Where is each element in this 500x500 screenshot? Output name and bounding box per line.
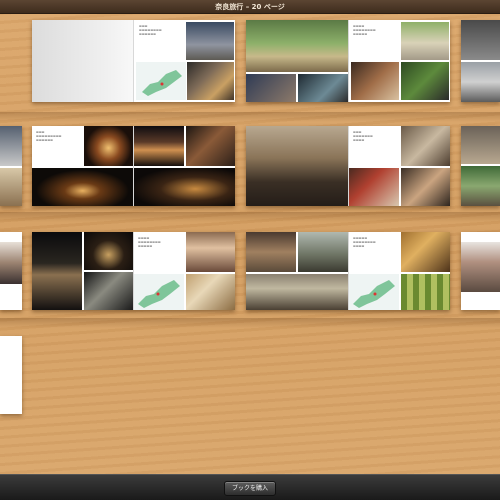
photo xyxy=(461,242,500,292)
page-spread-2[interactable]: ▬▬▬▬ ▬▬▬▬▬▬▬▬ ▬▬▬▬▬ xyxy=(246,20,450,102)
photo xyxy=(0,168,22,206)
caption-text: ▬▬▬ ▬▬▬▬▬▬▬▬▬ ▬▬▬▬▬▬ xyxy=(36,130,62,142)
photo-page: ▬▬▬▬▬▬▬▬▬▬▬▬▬▬▬▬▬ xyxy=(133,20,235,102)
photo xyxy=(0,126,22,166)
photo-page xyxy=(246,20,348,102)
shelf-edge xyxy=(0,212,500,222)
photo xyxy=(298,74,348,102)
page-spread-9[interactable]: ▬▬▬▬ ▬▬▬▬▬▬▬▬ ▬▬▬▬▬ xyxy=(32,232,235,310)
page-spread-11-partial[interactable] xyxy=(461,232,500,310)
photo-page xyxy=(0,232,22,310)
page-spread-8-partial[interactable] xyxy=(0,232,22,310)
book-title: 奈良旅行 – 20 ページ xyxy=(215,3,285,11)
page-spread-5[interactable]: ▬▬▬ ▬▬▬▬▬▬▬▬▬ ▬▬▬▬▬▬ xyxy=(32,126,235,206)
photo xyxy=(461,20,500,60)
photo xyxy=(0,242,22,284)
caption-text: ▬▬▬▬▬▬▬▬▬▬▬▬▬▬▬▬▬ xyxy=(139,24,162,36)
photo xyxy=(246,74,296,102)
photo xyxy=(401,232,450,272)
caption-text: ▬▬▬▬▬▬▬▬▬▬▬▬▬▬▬▬▬ xyxy=(353,24,376,36)
photo xyxy=(246,274,348,310)
photo-page: ▬▬▬ ▬▬▬▬▬▬▬▬▬ ▬▬▬▬▬▬ xyxy=(32,126,133,206)
photo-page: ▬▬▬▬▬▬▬▬▬▬▬▬▬▬▬▬▬ xyxy=(348,20,450,102)
shelf-edge xyxy=(0,318,500,328)
photo xyxy=(401,168,450,206)
photo xyxy=(401,126,450,166)
photo xyxy=(187,62,234,100)
photo xyxy=(246,20,348,72)
photo-page xyxy=(461,232,500,310)
page-spread-10[interactable]: ▬▬▬▬▬ ▬▬▬▬▬▬▬▬ ▬▬▬▬ xyxy=(246,232,450,310)
photo-page xyxy=(461,20,500,102)
photo xyxy=(246,126,348,206)
page-spread-4-partial[interactable] xyxy=(0,126,22,206)
photo-page xyxy=(32,232,133,310)
photo xyxy=(401,22,449,60)
photo xyxy=(246,232,296,272)
photo-page xyxy=(246,232,348,310)
blank-page xyxy=(32,20,133,102)
photo-page: ▬▬▬▬▬▬▬▬▬▬▬▬▬▬▬▬▬ xyxy=(348,232,450,310)
caption-text: ▬▬▬▬▬▬▬▬▬▬▬▬▬▬▬▬▬ xyxy=(138,236,161,248)
page-spread-6[interactable]: ▬▬▬ ▬▬▬▬▬▬▬ ▬▬▬▬ xyxy=(246,126,450,206)
page-spread-7-partial[interactable] xyxy=(461,126,500,206)
photo-page xyxy=(246,126,348,206)
photo xyxy=(186,22,234,60)
photo xyxy=(32,168,133,206)
page-spread-12-partial[interactable] xyxy=(0,336,22,414)
photo xyxy=(134,168,235,206)
photo xyxy=(401,274,450,310)
map-image xyxy=(136,62,186,100)
shelf-edge xyxy=(0,112,500,122)
map-image xyxy=(349,274,399,310)
map-image xyxy=(134,274,184,310)
photo xyxy=(461,126,500,164)
photo xyxy=(84,126,133,166)
photo xyxy=(461,62,500,102)
photo xyxy=(401,62,449,100)
photo-page: ▬▬▬▬▬▬▬▬▬▬▬▬▬▬▬▬▬ xyxy=(133,232,235,310)
photo xyxy=(186,274,235,310)
photo-page: ▬▬▬ ▬▬▬▬▬▬▬ ▬▬▬▬ xyxy=(348,126,450,206)
photo xyxy=(298,232,348,272)
title-bar: 奈良旅行 – 20 ページ xyxy=(0,0,500,14)
photo xyxy=(84,232,133,270)
buy-book-button[interactable]: ブックを購入 xyxy=(224,481,276,496)
caption-text: ▬▬▬▬▬▬▬▬▬▬▬▬▬▬▬▬▬ xyxy=(353,236,376,248)
photo-page xyxy=(0,126,22,206)
photo xyxy=(32,232,82,310)
photo xyxy=(351,62,399,100)
bottom-toolbar: ブックを購入 xyxy=(0,474,500,500)
photo xyxy=(349,168,399,206)
photo-page xyxy=(461,126,500,206)
photo-page xyxy=(133,126,235,206)
photo xyxy=(186,126,235,166)
page-spread-3-partial[interactable] xyxy=(461,20,500,102)
caption-text: ▬▬▬ ▬▬▬▬▬▬▬ ▬▬▬▬ xyxy=(353,130,373,142)
photo xyxy=(134,126,184,166)
photo xyxy=(461,166,500,206)
photo xyxy=(186,232,235,272)
page-spread-1[interactable]: ▬▬▬ ▬▬▬▬▬▬▬▬ ▬▬▬▬▬▬ xyxy=(32,20,235,102)
blank-page xyxy=(0,336,22,414)
photo xyxy=(84,272,133,310)
